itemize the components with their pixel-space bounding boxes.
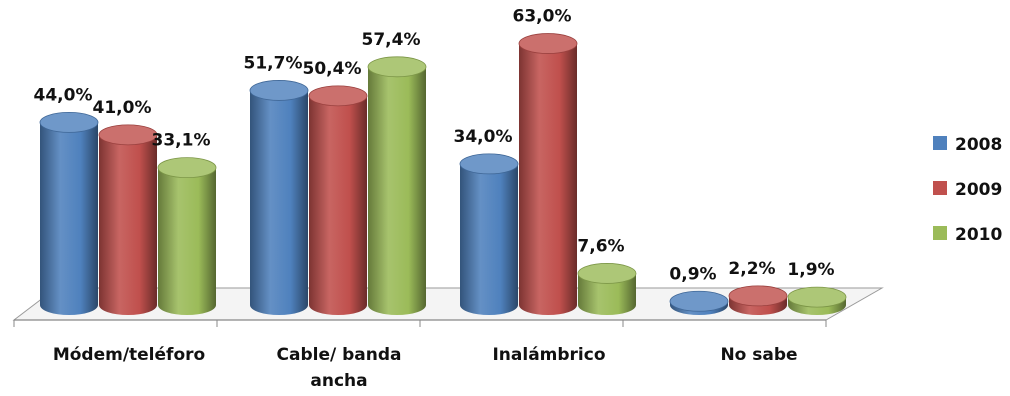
legend-swatch-2009 [933, 181, 947, 195]
bar-inalambrico-2010 [577, 263, 637, 315]
category-label-no-sabe: No sabe [720, 345, 797, 365]
data-label-no-sabe-2009: 2,2% [728, 259, 775, 279]
data-label-inalambrico-2010: 7,6% [577, 236, 624, 256]
data-label-cable-banda-ancha-2009: 50,4% [303, 59, 362, 79]
legend-swatch-2010 [933, 226, 947, 240]
bar-modem-teleforo-2010 [157, 157, 217, 315]
data-label-inalambrico-2009: 63,0% [513, 7, 572, 27]
data-label-modem-teleforo-2008: 44,0% [34, 85, 93, 105]
bar-inalambrico-2009 [518, 33, 578, 316]
bar-cable-banda-ancha-2010 [367, 56, 427, 315]
data-label-cable-banda-ancha-2008: 51,7% [244, 53, 303, 73]
data-label-modem-teleforo-2009: 41,0% [93, 98, 152, 118]
category-label-inalambrico: Inalámbrico [492, 345, 605, 365]
legend-swatch-2008 [933, 136, 947, 150]
bar-cable-banda-ancha-2008 [249, 80, 309, 315]
legend-label-2008: 2008 [955, 135, 1002, 155]
legend-label-2010: 2010 [955, 225, 1002, 245]
bar-cable-banda-ancha-2009 [308, 85, 368, 315]
bar-no-sabe-2009 [728, 285, 788, 315]
bar-no-sabe-2010 [787, 286, 847, 315]
data-label-no-sabe-2008: 0,9% [669, 264, 716, 284]
bar-modem-teleforo-2009 [98, 124, 158, 315]
legend-label-2009: 2009 [955, 180, 1002, 200]
bar-inalambrico-2008 [459, 153, 519, 315]
data-label-no-sabe-2010: 1,9% [787, 260, 834, 280]
data-label-inalambrico-2008: 34,0% [454, 127, 513, 147]
category-label-modem-teleforo: Módem/teléforo [53, 345, 205, 365]
bar-modem-teleforo-2008 [39, 112, 99, 316]
data-label-cable-banda-ancha-2010: 57,4% [362, 30, 421, 50]
bar-no-sabe-2008 [669, 290, 729, 315]
data-label-modem-teleforo-2010: 33,1% [152, 131, 211, 151]
category-label-cable-banda-ancha: Cable/ banda ancha [277, 345, 402, 391]
